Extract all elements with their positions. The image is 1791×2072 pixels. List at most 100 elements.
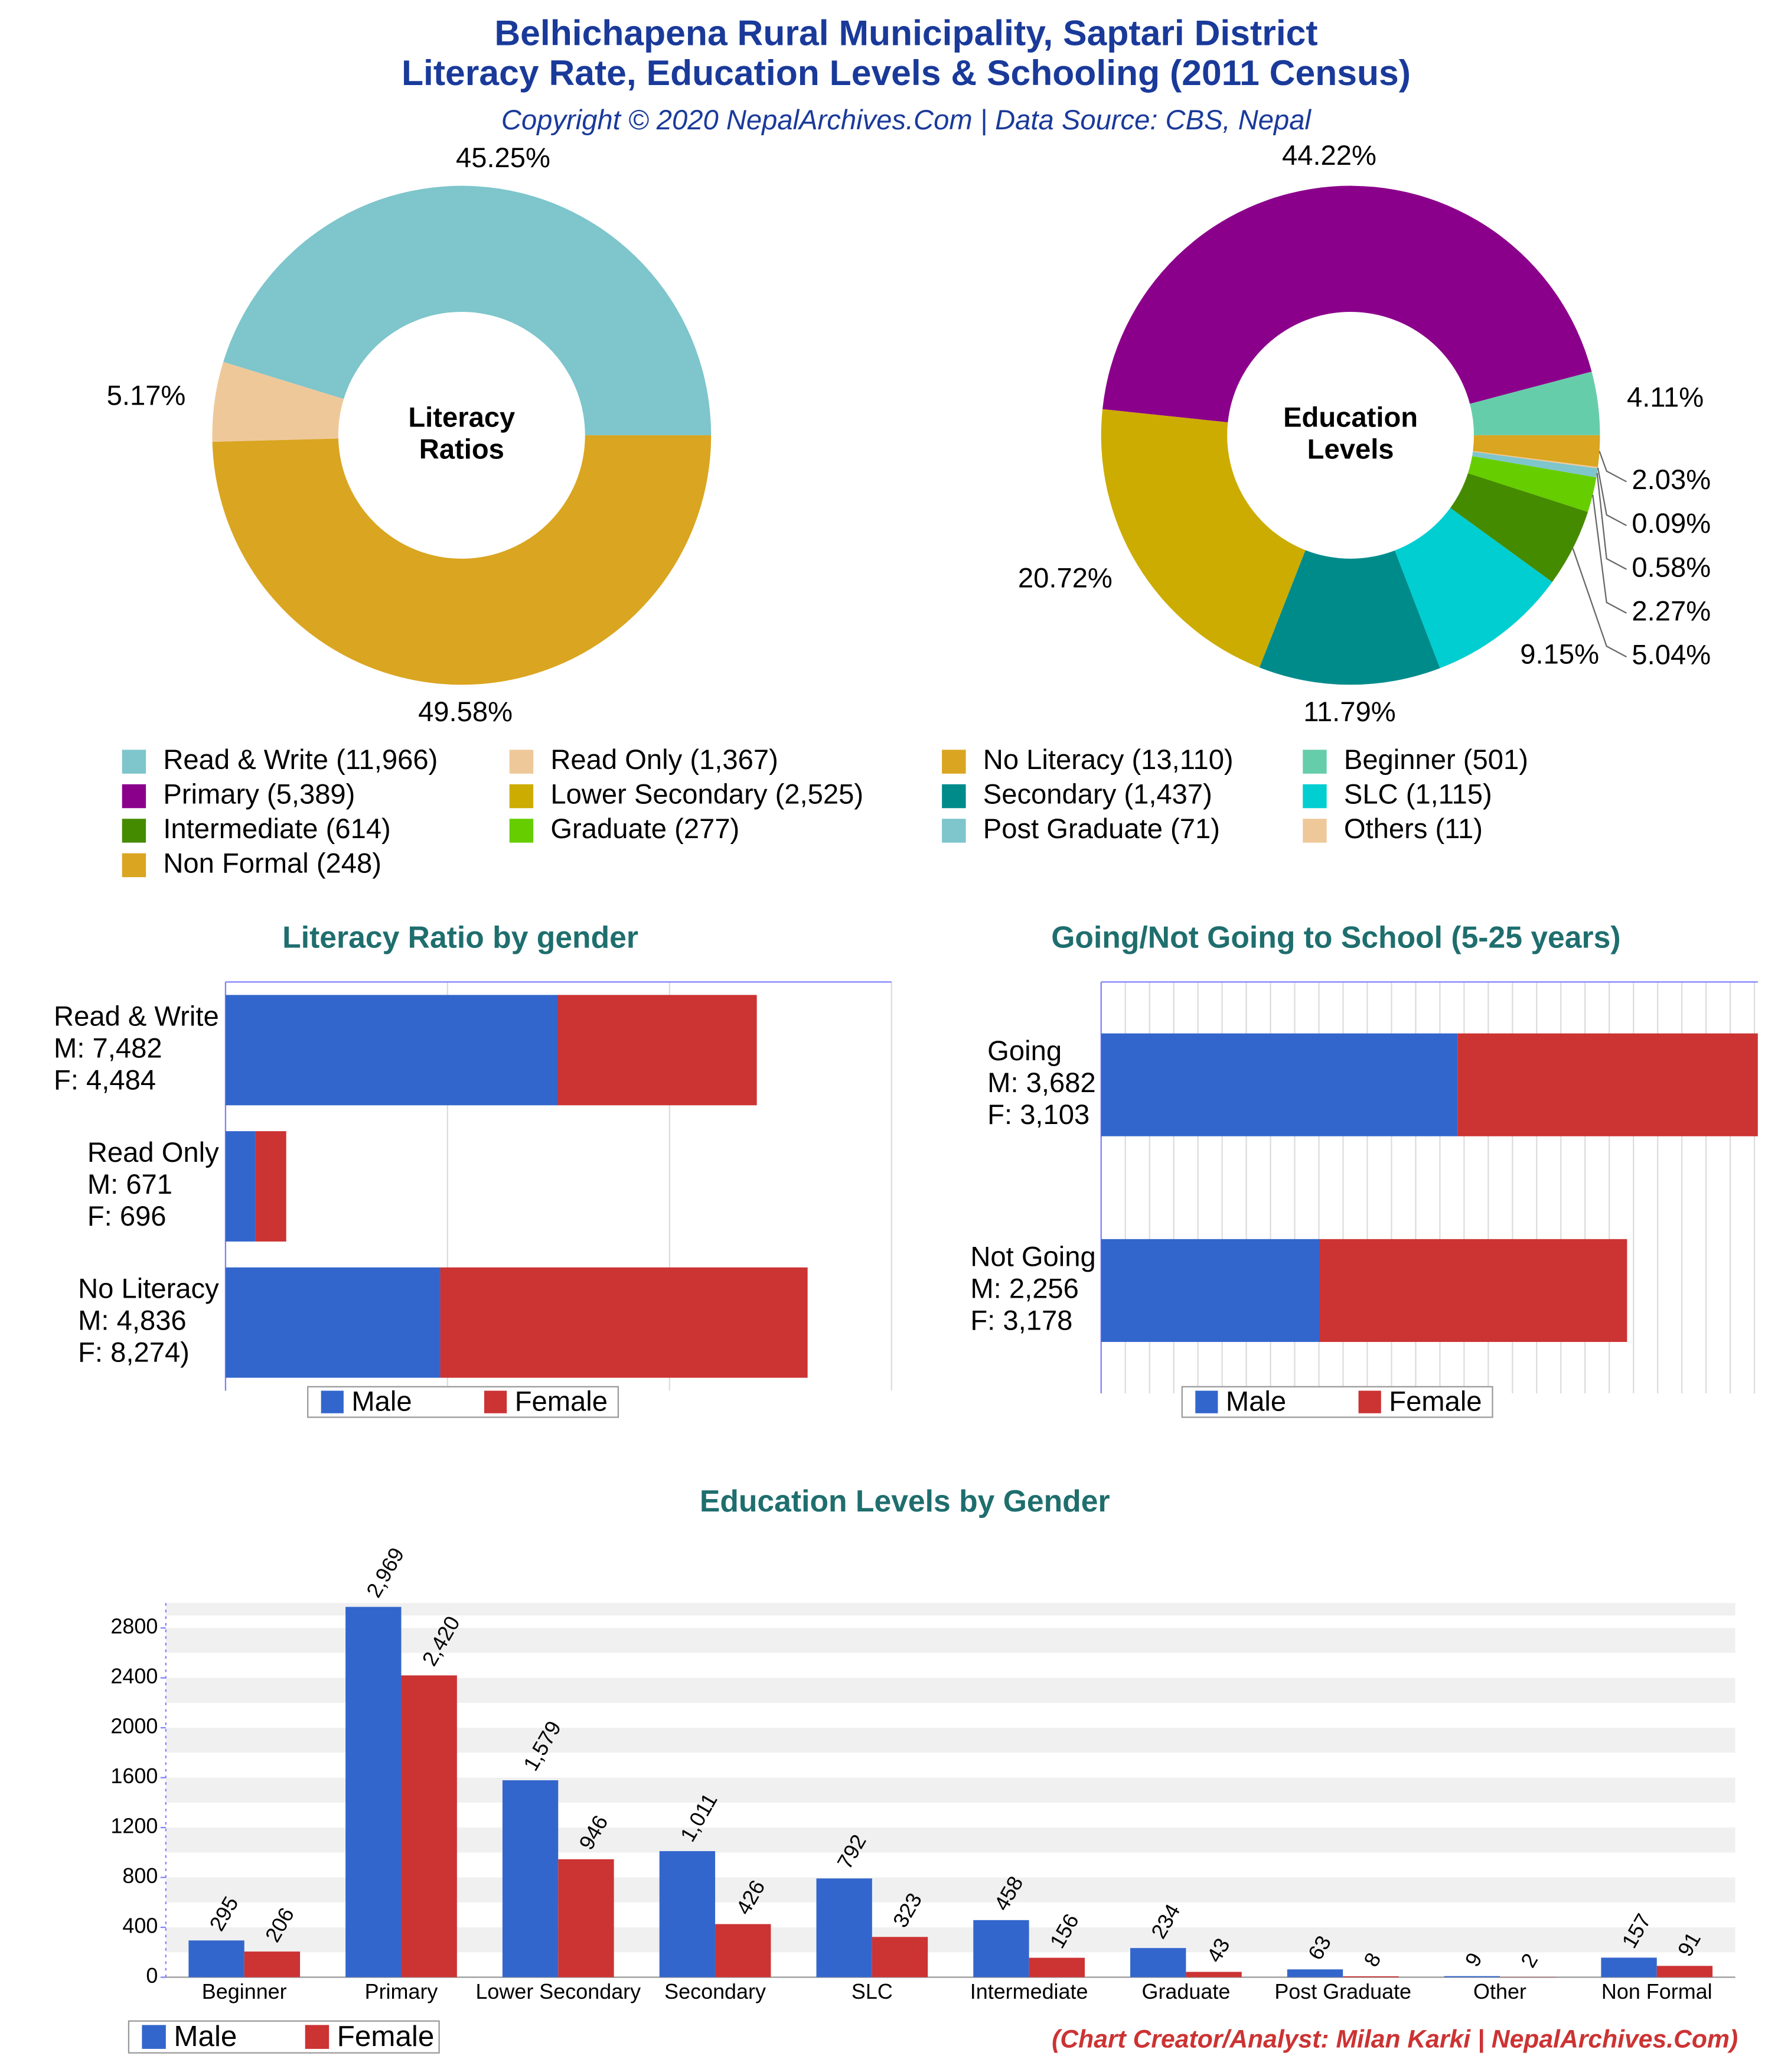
center-label: Education [1283, 401, 1418, 432]
y-tick-label: 800 [122, 1864, 158, 1888]
y-tick-label: 2800 [110, 1614, 158, 1638]
percent-label: 0.09% [1632, 507, 1711, 539]
legend-label: Lower Secondary (2,525) [550, 778, 863, 809]
y-tick-label: 1600 [110, 1764, 158, 1788]
value-label: F: 696 [87, 1200, 167, 1232]
percent-label: 0.58% [1632, 551, 1711, 582]
percent-label: 2.27% [1632, 595, 1711, 626]
value-label: M: 4,836 [78, 1305, 187, 1336]
bar [345, 1607, 402, 1977]
legend-label: Primary (5,389) [163, 778, 355, 809]
bar [1601, 1957, 1657, 1977]
bar [558, 1859, 614, 1977]
leader-line [1596, 473, 1627, 570]
percent-label: 11.79% [1303, 696, 1396, 727]
donut-slice [1473, 435, 1600, 467]
donut-slice [1259, 550, 1440, 685]
percent-label: 9.15% [1520, 638, 1599, 670]
legend-label: Post Graduate (71) [983, 813, 1220, 844]
legend-swatch [509, 750, 534, 774]
legend-swatch [1303, 784, 1327, 809]
donut-slice [1395, 507, 1552, 669]
legend-label: Male [1226, 1385, 1286, 1416]
bar [502, 1780, 559, 1977]
bar [1130, 1948, 1186, 1977]
chart-title: Education Levels by Gender [700, 1484, 1110, 1518]
value-label: F: 3,103 [987, 1099, 1089, 1130]
grid-band [165, 1628, 1735, 1653]
legend-label: SLC (1,115) [1344, 778, 1492, 809]
legend-label: Others (11) [1344, 813, 1483, 844]
bar-segment [225, 995, 558, 1106]
donut-slice [1102, 185, 1592, 423]
donut-slice [1472, 451, 1598, 478]
y-tick-label: 2000 [110, 1714, 158, 1738]
legend-label: Female [515, 1385, 608, 1416]
value-label: F: 4,484 [54, 1064, 156, 1095]
value-label: F: 3,178 [970, 1304, 1072, 1335]
legend-label: Non Formal (248) [163, 847, 381, 878]
bar [401, 1675, 457, 1977]
category-label: Read & Write [54, 1000, 219, 1031]
center-label: Ratios [419, 433, 504, 464]
bar-segment [1101, 1239, 1320, 1342]
bar-segment [1319, 1239, 1627, 1342]
y-tick-label: 0 [146, 1963, 158, 1988]
y-tick-label: 2400 [110, 1664, 158, 1688]
center-label: Literacy [408, 401, 515, 432]
legend-label: Graduate (277) [550, 813, 739, 844]
legend-label: Intermediate (614) [163, 813, 390, 844]
legend-swatch [122, 784, 146, 809]
bar-segment [1101, 1033, 1458, 1136]
x-tick-label: Beginner [202, 1979, 287, 2003]
donut-slice [212, 435, 712, 685]
legend-swatch [942, 750, 966, 774]
leader-line [1598, 451, 1627, 483]
leader-line [1597, 467, 1627, 526]
bar-segment [255, 1131, 286, 1242]
legend-swatch [122, 853, 146, 878]
category-label: Not Going [970, 1240, 1095, 1272]
legend-label: Female [1389, 1385, 1482, 1416]
legend-swatch [1358, 1390, 1381, 1413]
legend-swatch [1303, 819, 1327, 843]
legend-label: Beginner (501) [1344, 744, 1528, 775]
bar [715, 1924, 771, 1977]
legend-label: Read & Write (11,966) [163, 744, 438, 775]
x-tick-label: Non Formal [1601, 1979, 1712, 2003]
value-label: M: 671 [87, 1168, 172, 1200]
legend-swatch [509, 819, 534, 843]
legend-swatch [942, 819, 966, 843]
legend-swatch [122, 819, 146, 843]
leader-line [1572, 548, 1627, 658]
bar [1287, 1969, 1343, 1977]
legend-label: Male [351, 1385, 412, 1416]
percent-label: 2.03% [1632, 464, 1711, 495]
bar-segment [440, 1267, 808, 1378]
center-label: Levels [1307, 433, 1394, 464]
bar [1186, 1972, 1242, 1977]
x-tick-label: SLC [852, 1979, 893, 2003]
legend-swatch [1195, 1390, 1218, 1413]
y-tick-label: 1200 [110, 1814, 158, 1838]
bar-segment [225, 1131, 256, 1242]
bar-segment [557, 995, 757, 1106]
title-line: Belhichapena Rural Municipality, Saptari… [494, 13, 1317, 53]
bar [973, 1920, 1029, 1977]
legend-label: Male [174, 2020, 237, 2053]
bar-segment [225, 1267, 441, 1378]
x-tick-label: Primary [365, 1979, 438, 2003]
legend-swatch [122, 750, 146, 774]
legend-label: Read Only (1,367) [550, 744, 778, 775]
legend-swatch [484, 1390, 507, 1413]
bar [244, 1952, 301, 1977]
percent-label: 45.25% [456, 142, 550, 173]
x-tick-label: Post Graduate [1274, 1979, 1411, 2003]
legend-swatch [1303, 750, 1327, 774]
leader-line [1592, 494, 1627, 614]
legend-box [307, 1386, 619, 1418]
legend-label: No Literacy (13,110) [983, 744, 1234, 775]
bar [659, 1851, 716, 1977]
